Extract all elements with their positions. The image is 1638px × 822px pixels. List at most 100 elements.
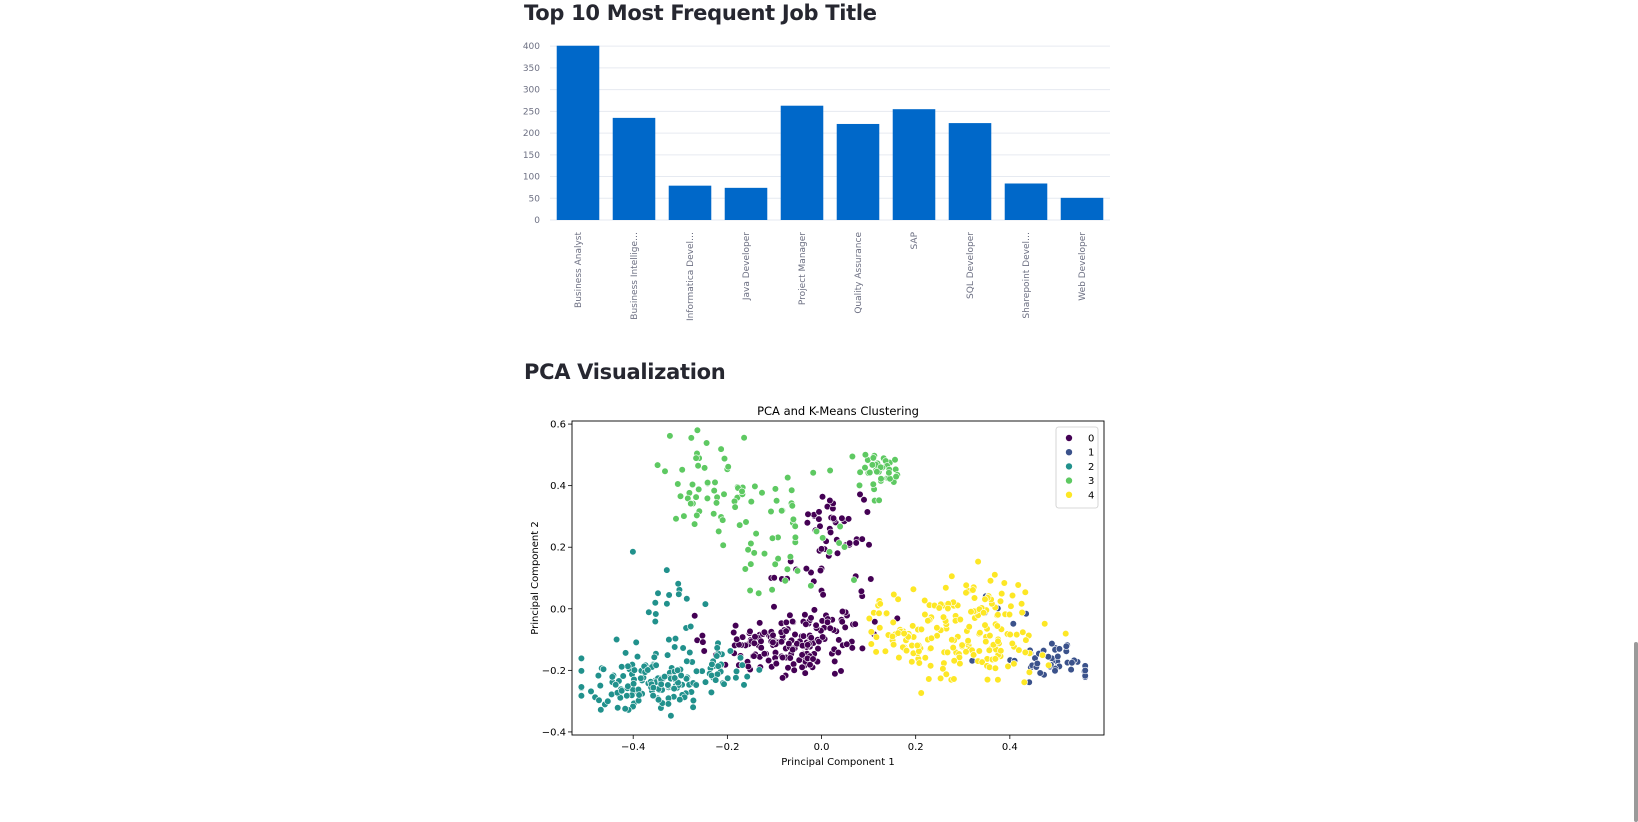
cluster-4-point bbox=[939, 613, 948, 621]
cluster-2-point bbox=[671, 643, 679, 651]
cluster-0-point bbox=[833, 549, 842, 557]
cluster-4-point bbox=[958, 641, 966, 649]
cluster-3-point bbox=[819, 534, 827, 542]
cluster-3-point bbox=[855, 481, 864, 490]
cluster-0-point bbox=[851, 620, 859, 628]
cluster-2-point bbox=[577, 654, 586, 663]
bar bbox=[892, 109, 936, 220]
cluster-3-point bbox=[788, 502, 796, 510]
cluster-4-point bbox=[948, 636, 956, 644]
cluster-4-point bbox=[986, 631, 994, 640]
cluster-3-point bbox=[711, 478, 719, 487]
cluster-4-point bbox=[1021, 648, 1029, 657]
cluster-2-point bbox=[652, 610, 660, 618]
cluster-2-point bbox=[621, 705, 629, 713]
pca-axes-frame bbox=[571, 420, 1105, 736]
cluster-1-point bbox=[1033, 659, 1041, 668]
cluster-0-point bbox=[818, 493, 827, 501]
cluster-3-point bbox=[750, 549, 758, 557]
cluster-0-point bbox=[770, 603, 778, 611]
cluster-4-point bbox=[876, 600, 884, 608]
cluster-4-point bbox=[909, 622, 917, 630]
cluster-4-point bbox=[1038, 651, 1047, 659]
cluster-0-point bbox=[806, 661, 814, 669]
cluster-2-point bbox=[651, 617, 659, 626]
cluster-0-point bbox=[764, 656, 773, 665]
bar-x-tick-label: Business Intellige… bbox=[630, 232, 640, 320]
cluster-3-point bbox=[690, 520, 699, 528]
bar-x-labels: Business Analyst Business Intellige… Infor… bbox=[574, 231, 1088, 321]
legend-label: 4 bbox=[1088, 490, 1094, 501]
cluster-0-point bbox=[751, 633, 759, 641]
cluster-3-point bbox=[791, 522, 799, 530]
cluster-4-point bbox=[1022, 636, 1030, 644]
page-scrollbar[interactable] bbox=[1634, 642, 1638, 822]
cluster-4-point bbox=[1007, 602, 1015, 610]
cluster-0-point bbox=[807, 568, 815, 577]
cluster-3-point bbox=[768, 534, 777, 542]
cluster-4-point bbox=[991, 664, 1000, 672]
cluster-4-point bbox=[872, 648, 880, 656]
cluster-2-point bbox=[675, 590, 683, 598]
cluster-2-point bbox=[701, 678, 710, 686]
cluster-0-point bbox=[826, 624, 834, 632]
cluster-2-point bbox=[632, 638, 640, 647]
legend-marker bbox=[1065, 490, 1073, 499]
cluster-3-point bbox=[835, 539, 843, 547]
legend-label: 0 bbox=[1088, 434, 1094, 445]
bar bbox=[780, 105, 824, 220]
cluster-4-point bbox=[1013, 630, 1021, 639]
cluster-2-point bbox=[732, 667, 741, 676]
legend-label: 2 bbox=[1088, 462, 1094, 473]
cluster-0-point bbox=[865, 541, 873, 549]
cluster-2-point bbox=[650, 653, 658, 661]
cluster-2-point bbox=[686, 648, 694, 657]
bar-y-tick-label: 50 bbox=[529, 194, 541, 204]
cluster-2-point bbox=[649, 683, 658, 692]
cluster-4-point bbox=[942, 584, 950, 592]
bar-x-tick-label: Project Manager bbox=[798, 232, 808, 305]
cluster-4-point bbox=[981, 621, 989, 629]
cluster-3-point bbox=[736, 521, 744, 529]
cluster-0-point bbox=[804, 510, 812, 518]
cluster-2-point bbox=[713, 652, 721, 660]
bar bbox=[612, 117, 656, 220]
cluster-4-point bbox=[967, 608, 975, 616]
cluster-3-point bbox=[747, 539, 755, 548]
cluster-2-point bbox=[635, 691, 643, 699]
cluster-2-point bbox=[665, 635, 673, 644]
cluster-2-point bbox=[720, 680, 728, 688]
cluster-4-point bbox=[908, 658, 916, 666]
cluster-1-point bbox=[1048, 639, 1056, 648]
bar-y-tick-label: 0 bbox=[534, 216, 540, 226]
cluster-4-point bbox=[867, 628, 875, 636]
cluster-0-point bbox=[777, 638, 786, 646]
cluster-1-point bbox=[1036, 669, 1044, 677]
cluster-4-point bbox=[1008, 591, 1017, 600]
cluster-2-point bbox=[621, 649, 630, 657]
cluster-0-point bbox=[698, 631, 707, 640]
pca-points bbox=[577, 426, 1089, 720]
cluster-3-point bbox=[678, 466, 686, 474]
cluster-2-point bbox=[679, 644, 687, 652]
cluster-0-point bbox=[815, 508, 823, 516]
cluster-0-point bbox=[837, 667, 845, 675]
cluster-0-point bbox=[829, 514, 838, 522]
bar-y-tick-label: 250 bbox=[523, 107, 540, 117]
cluster-0-point bbox=[807, 614, 815, 622]
cluster-3-point bbox=[744, 546, 752, 554]
cluster-3-point bbox=[758, 489, 766, 497]
cluster-2-point bbox=[663, 651, 672, 659]
cluster-0-point bbox=[757, 644, 765, 652]
cluster-2-point bbox=[599, 665, 608, 673]
cluster-0-point bbox=[744, 662, 752, 671]
cluster-0-point bbox=[803, 519, 812, 527]
cluster-3-point bbox=[892, 473, 900, 481]
cluster-3-point bbox=[666, 432, 674, 440]
cluster-0-point bbox=[871, 618, 879, 626]
cluster-0-point bbox=[816, 522, 824, 530]
cluster-3-point bbox=[693, 511, 701, 520]
cluster-3-point bbox=[886, 475, 894, 483]
cluster-2-point bbox=[682, 675, 691, 683]
cluster-3-point bbox=[694, 462, 702, 470]
